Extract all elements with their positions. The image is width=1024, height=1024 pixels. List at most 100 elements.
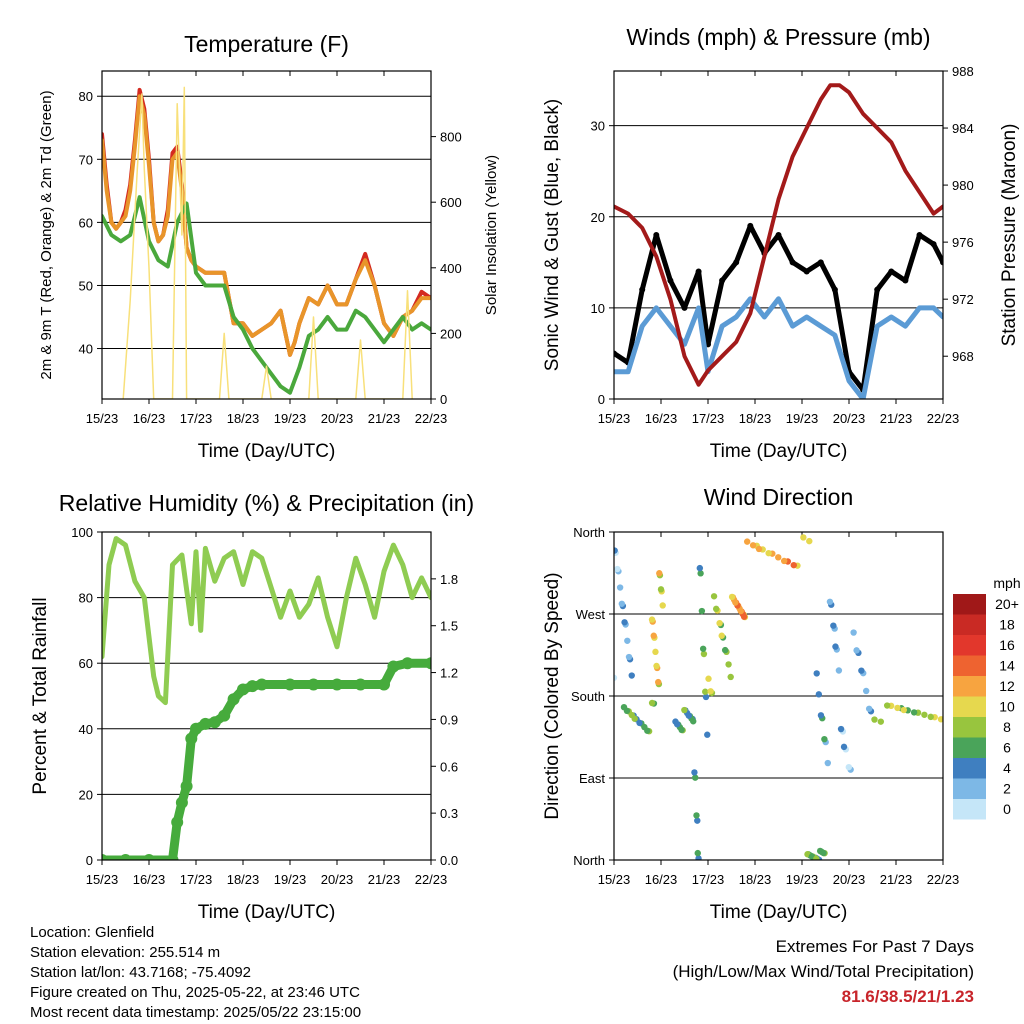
direction-point xyxy=(652,648,659,656)
direction-point xyxy=(780,557,788,565)
direction-point xyxy=(790,561,797,569)
x-tick-label: 18/23 xyxy=(739,411,772,426)
direction-point xyxy=(845,763,853,771)
direction-point xyxy=(700,650,708,658)
series-point xyxy=(378,678,390,691)
y-tick-label: 40 xyxy=(79,342,93,357)
series-line-3 xyxy=(614,83,943,387)
y-right-tick-label: 972 xyxy=(952,292,974,307)
y-tick-label: 0 xyxy=(86,853,93,868)
x-tick-label: 21/23 xyxy=(368,872,401,887)
direction-point xyxy=(614,547,618,554)
x-tick-label: 16/23 xyxy=(133,411,166,426)
y-tick-label: 30 xyxy=(591,119,605,134)
direction-point xyxy=(631,715,638,722)
direction-point xyxy=(625,653,633,661)
series-point xyxy=(916,232,923,238)
direction-point xyxy=(621,619,628,626)
y-right-tick-label: 1.5 xyxy=(440,619,458,634)
colorbar-swatch xyxy=(953,799,986,820)
direction-point xyxy=(655,678,662,686)
colorbar-swatch xyxy=(953,758,986,779)
series-line-2 xyxy=(102,94,431,357)
x-axis-label: Time (Day/UTC) xyxy=(198,902,336,923)
plot-frame xyxy=(613,531,944,861)
recent-text: Most recent data timestamp: 2025/05/22 2… xyxy=(30,1004,362,1021)
colorbar: mph 20+ 18 16 14 12 10 8 6 4 2 0 xyxy=(953,575,1021,820)
direction-point xyxy=(815,691,823,698)
direction-point xyxy=(614,674,618,681)
series-point xyxy=(930,241,937,248)
y-tick-label: North xyxy=(573,525,605,540)
y-right-tick-label: 800 xyxy=(440,130,462,145)
x-tick-label: 22/23 xyxy=(415,411,448,426)
direction-point xyxy=(648,616,656,623)
plot-frame xyxy=(101,70,432,400)
y-right-tick-label: 976 xyxy=(952,235,974,250)
plot-area xyxy=(102,86,431,399)
x-tick-label: 21/23 xyxy=(368,411,401,426)
series-point xyxy=(246,680,259,693)
y-axis-label: Sonic Wind & Gust (Blue, Black) xyxy=(542,99,563,371)
direction-point xyxy=(705,675,712,682)
series-point xyxy=(171,816,184,829)
direction-point xyxy=(813,855,820,860)
colorbar-label: 16 xyxy=(999,637,1015,653)
y-right-tick-label: 1.2 xyxy=(440,666,458,681)
extremes-box: Extremes For Past 7 Days (High/Low/Max W… xyxy=(673,934,974,1009)
series-point xyxy=(639,286,646,293)
direction-point xyxy=(648,699,656,707)
colorbar-label: 0 xyxy=(1003,801,1011,817)
direction-point xyxy=(693,812,700,819)
series-point xyxy=(733,259,740,266)
series-point xyxy=(218,709,231,722)
series-point xyxy=(185,732,198,745)
direction-point xyxy=(690,718,697,725)
y-axis-label: 2m & 9m T (Red, Orange) & 2m Td (Green) xyxy=(38,90,55,379)
x-axis-label: Time (Day/UTC) xyxy=(710,441,848,462)
x-tick-label: 16/23 xyxy=(645,872,678,887)
x-tick-label: 20/23 xyxy=(833,411,866,426)
series-point xyxy=(888,268,895,275)
x-tick-label: 21/23 xyxy=(880,411,913,426)
series-line-2 xyxy=(102,658,431,860)
direction-point xyxy=(765,549,772,557)
x-tick-label: 15/23 xyxy=(598,411,631,426)
colorbar-swatch xyxy=(953,594,986,615)
direction-point xyxy=(858,667,865,674)
series-line-2 xyxy=(614,296,943,399)
direction-point xyxy=(840,743,848,751)
series-point xyxy=(401,657,414,670)
series-point xyxy=(789,259,796,266)
x-tick-label: 20/23 xyxy=(321,872,354,887)
direction-point xyxy=(681,706,688,714)
colorbar-label: 4 xyxy=(1003,760,1011,776)
direction-point xyxy=(837,725,845,733)
colorbar-title: mph xyxy=(993,575,1020,591)
direction-point xyxy=(862,687,870,695)
y-tick-label: 70 xyxy=(79,152,93,167)
direction-point xyxy=(921,711,928,718)
direction-point xyxy=(696,564,704,572)
direction-point xyxy=(653,662,660,670)
plot-frame xyxy=(613,70,944,400)
series-point xyxy=(227,693,240,706)
series-point xyxy=(681,304,688,311)
direction-point xyxy=(707,688,714,695)
panel-4: Wind Direction North East South West North 15/… xyxy=(542,484,1021,923)
direction-point xyxy=(616,584,624,591)
plot-area xyxy=(614,83,943,399)
chart-title: Relative Humidity (%) & Precipitation (i… xyxy=(59,490,474,516)
y-right-tick-label: 0.6 xyxy=(440,759,458,774)
panel-1: Temperature (F)4050607080020040060080015… xyxy=(38,31,500,462)
direction-point xyxy=(694,849,701,857)
y-tick-label: 80 xyxy=(79,591,93,606)
series-point xyxy=(747,222,754,229)
elevation-text: Station elevation: 255.514 m xyxy=(30,944,221,961)
x-tick-label: 16/23 xyxy=(645,411,678,426)
direction-point xyxy=(614,565,621,573)
y-right-tick-label: 400 xyxy=(440,261,462,276)
series-point xyxy=(775,232,782,238)
direction-point xyxy=(656,570,663,577)
x-tick-label: 22/23 xyxy=(415,872,448,887)
